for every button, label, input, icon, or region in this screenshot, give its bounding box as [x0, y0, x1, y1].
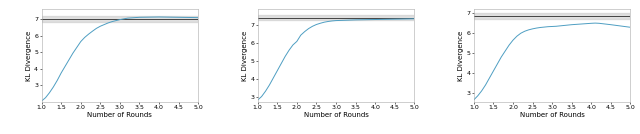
Y-axis label: KL Divergence: KL Divergence: [242, 31, 248, 81]
X-axis label: Number of Rounds: Number of Rounds: [88, 112, 152, 118]
X-axis label: Number of Rounds: Number of Rounds: [303, 112, 369, 118]
Bar: [258, 15, 414, 20]
Bar: [474, 13, 630, 19]
Y-axis label: KL Divergence: KL Divergence: [26, 31, 32, 81]
X-axis label: Number of Rounds: Number of Rounds: [520, 112, 584, 118]
Y-axis label: KL Divergence: KL Divergence: [458, 31, 464, 81]
Bar: [42, 16, 198, 22]
